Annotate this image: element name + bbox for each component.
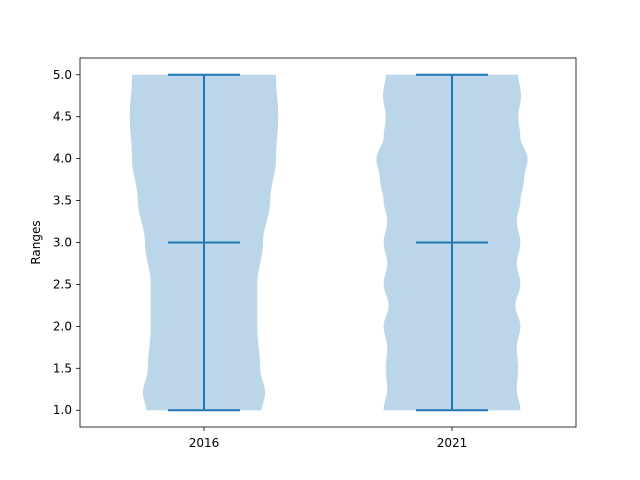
x-tick-label: 2016 xyxy=(189,436,220,450)
y-tick-label: 2.5 xyxy=(53,277,72,291)
stat-lines-layer xyxy=(168,73,488,412)
y-tick-label: 3.5 xyxy=(53,194,72,208)
y-tick-label: 1.5 xyxy=(53,361,72,375)
y-tick-label: 4.5 xyxy=(53,110,72,124)
y-axis-label: Ranges xyxy=(29,220,43,264)
y-tick-label: 2.0 xyxy=(53,319,72,333)
x-tick-label: 2021 xyxy=(437,436,468,450)
y-tick-label: 5.0 xyxy=(53,68,72,82)
y-tick-label: 3.0 xyxy=(53,236,72,250)
y-axis: 1.0 1.5 2.0 2.5 3.0 3.5 4.0 4.5 5.0 xyxy=(53,68,80,417)
y-tick-label: 4.0 xyxy=(53,152,72,166)
y-tick-label: 1.0 xyxy=(53,403,72,417)
x-axis: 2016 2021 xyxy=(189,427,468,450)
